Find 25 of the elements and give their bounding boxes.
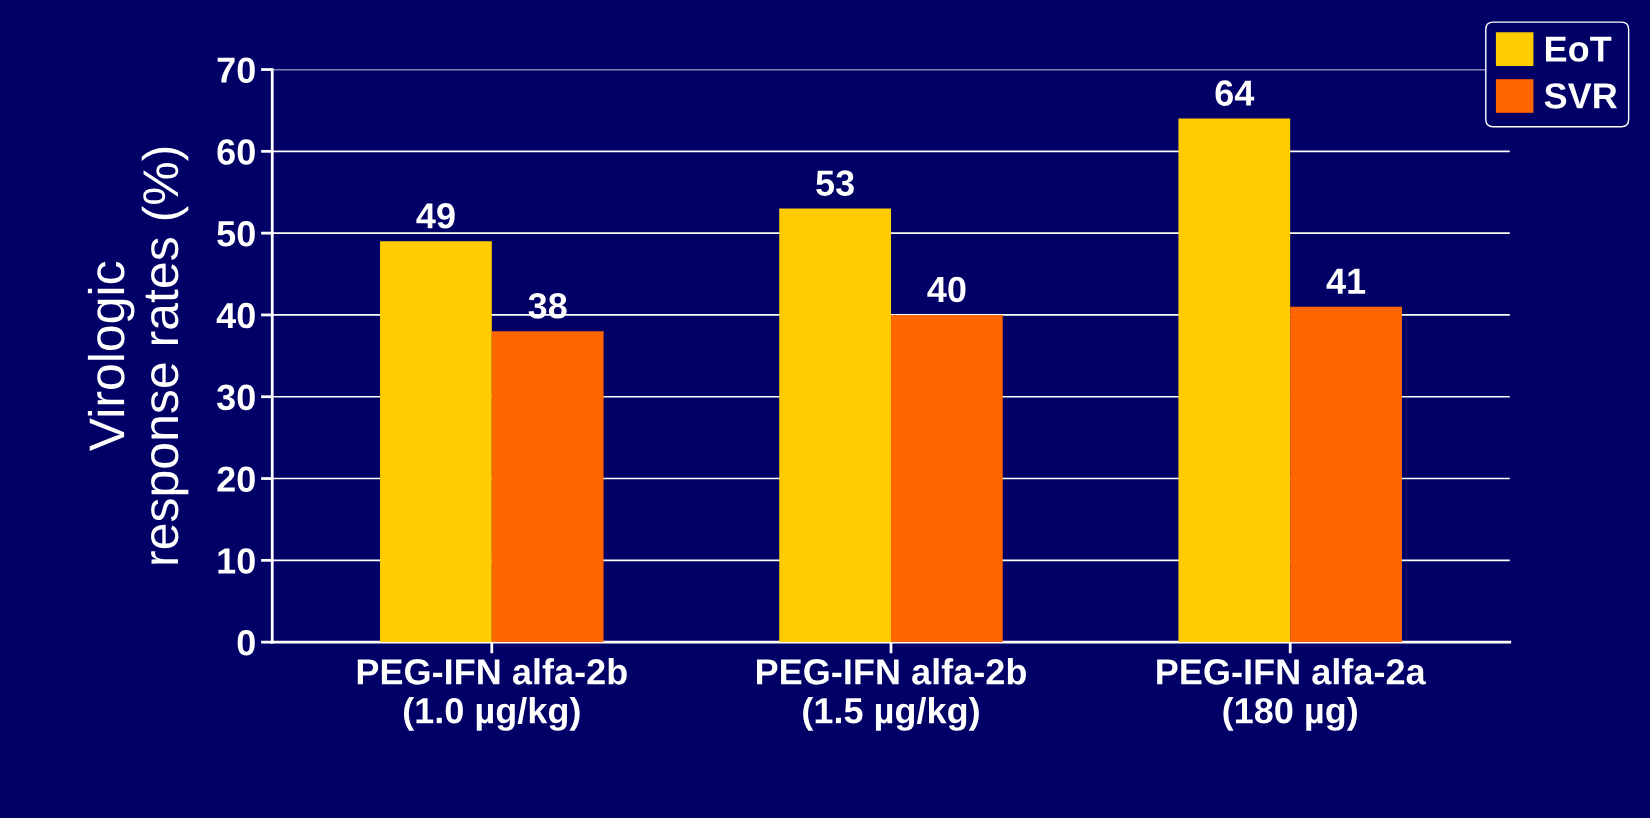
y-tick-label: 70 — [217, 57, 255, 83]
y-tick-label: 40 — [216, 302, 255, 329]
y-tick-label: 10 — [218, 548, 255, 574]
y-tick-label: 20 — [217, 466, 255, 492]
data-label: 41 — [1326, 268, 1366, 294]
y-axis-title: Virologic response rates (%) — [87, 147, 189, 564]
y-tick-label: 0 — [237, 630, 255, 656]
legend-label: SVR — [1544, 83, 1618, 109]
data-label: 49 — [416, 203, 455, 229]
x-tick-label: PEG-IFN alfa-2a (180 µg) — [1157, 658, 1426, 731]
y-tick-label: 30 — [216, 384, 255, 411]
data-label: 53 — [816, 170, 854, 196]
bar — [1178, 118, 1291, 643]
data-label: 40 — [927, 276, 966, 303]
x-tick-label: PEG-IFN alfa-2b (1.0 µg/kg) — [357, 658, 627, 731]
bar — [779, 208, 891, 643]
x-tick-label: PEG-IFN alfa-2b (1.5 µg/kg) — [756, 658, 1026, 731]
bar — [380, 241, 492, 643]
y-tick-label: 50 — [217, 221, 255, 247]
y-tick-label: 60 — [217, 139, 255, 165]
bar — [1290, 306, 1402, 643]
bar — [891, 314, 1003, 643]
legend-label: EoT — [1545, 36, 1612, 62]
bar — [491, 331, 604, 643]
data-label: 64 — [1215, 80, 1255, 106]
